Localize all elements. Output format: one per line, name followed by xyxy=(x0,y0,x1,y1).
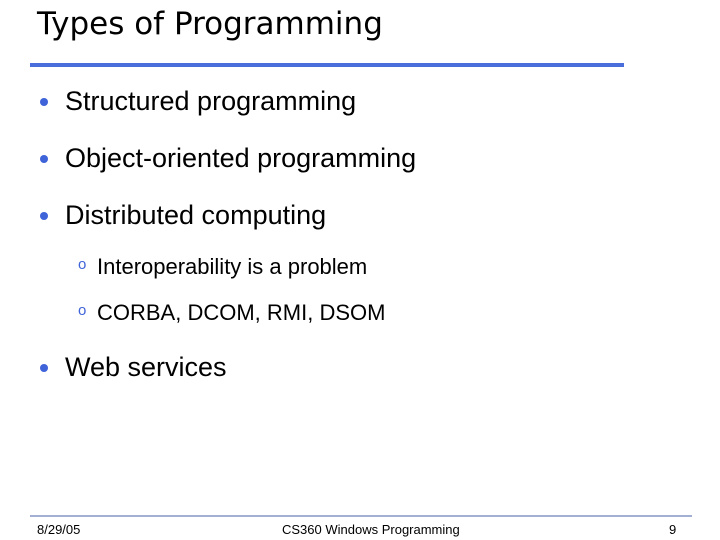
footer-page-number: 9 xyxy=(669,522,677,537)
bullet-text: Distributed computing xyxy=(65,200,327,230)
bullet-dot-icon xyxy=(40,364,48,372)
footer-course: CS360 Windows Programming xyxy=(282,522,460,537)
sub-bullet-circle-icon: o xyxy=(78,256,87,273)
footer-divider xyxy=(30,515,692,517)
bullet-dot-icon xyxy=(40,98,48,106)
slide-title: Types of Programming xyxy=(37,6,383,42)
bullet-text: Web services xyxy=(65,352,227,382)
footer-date: 8/29/05 xyxy=(37,522,81,537)
sub-bullet-text: CORBA, DCOM, RMI, DSOM xyxy=(97,300,386,325)
bullet-dot-icon xyxy=(40,155,48,163)
sub-bullet-text: Interoperability is a problem xyxy=(97,254,368,279)
title-divider xyxy=(30,63,624,67)
sub-bullet-circle-icon: o xyxy=(78,302,87,319)
bullet-dot-icon xyxy=(40,212,48,220)
bullet-text: Object-oriented programming xyxy=(65,143,417,173)
bullet-text: Structured programming xyxy=(65,86,357,116)
